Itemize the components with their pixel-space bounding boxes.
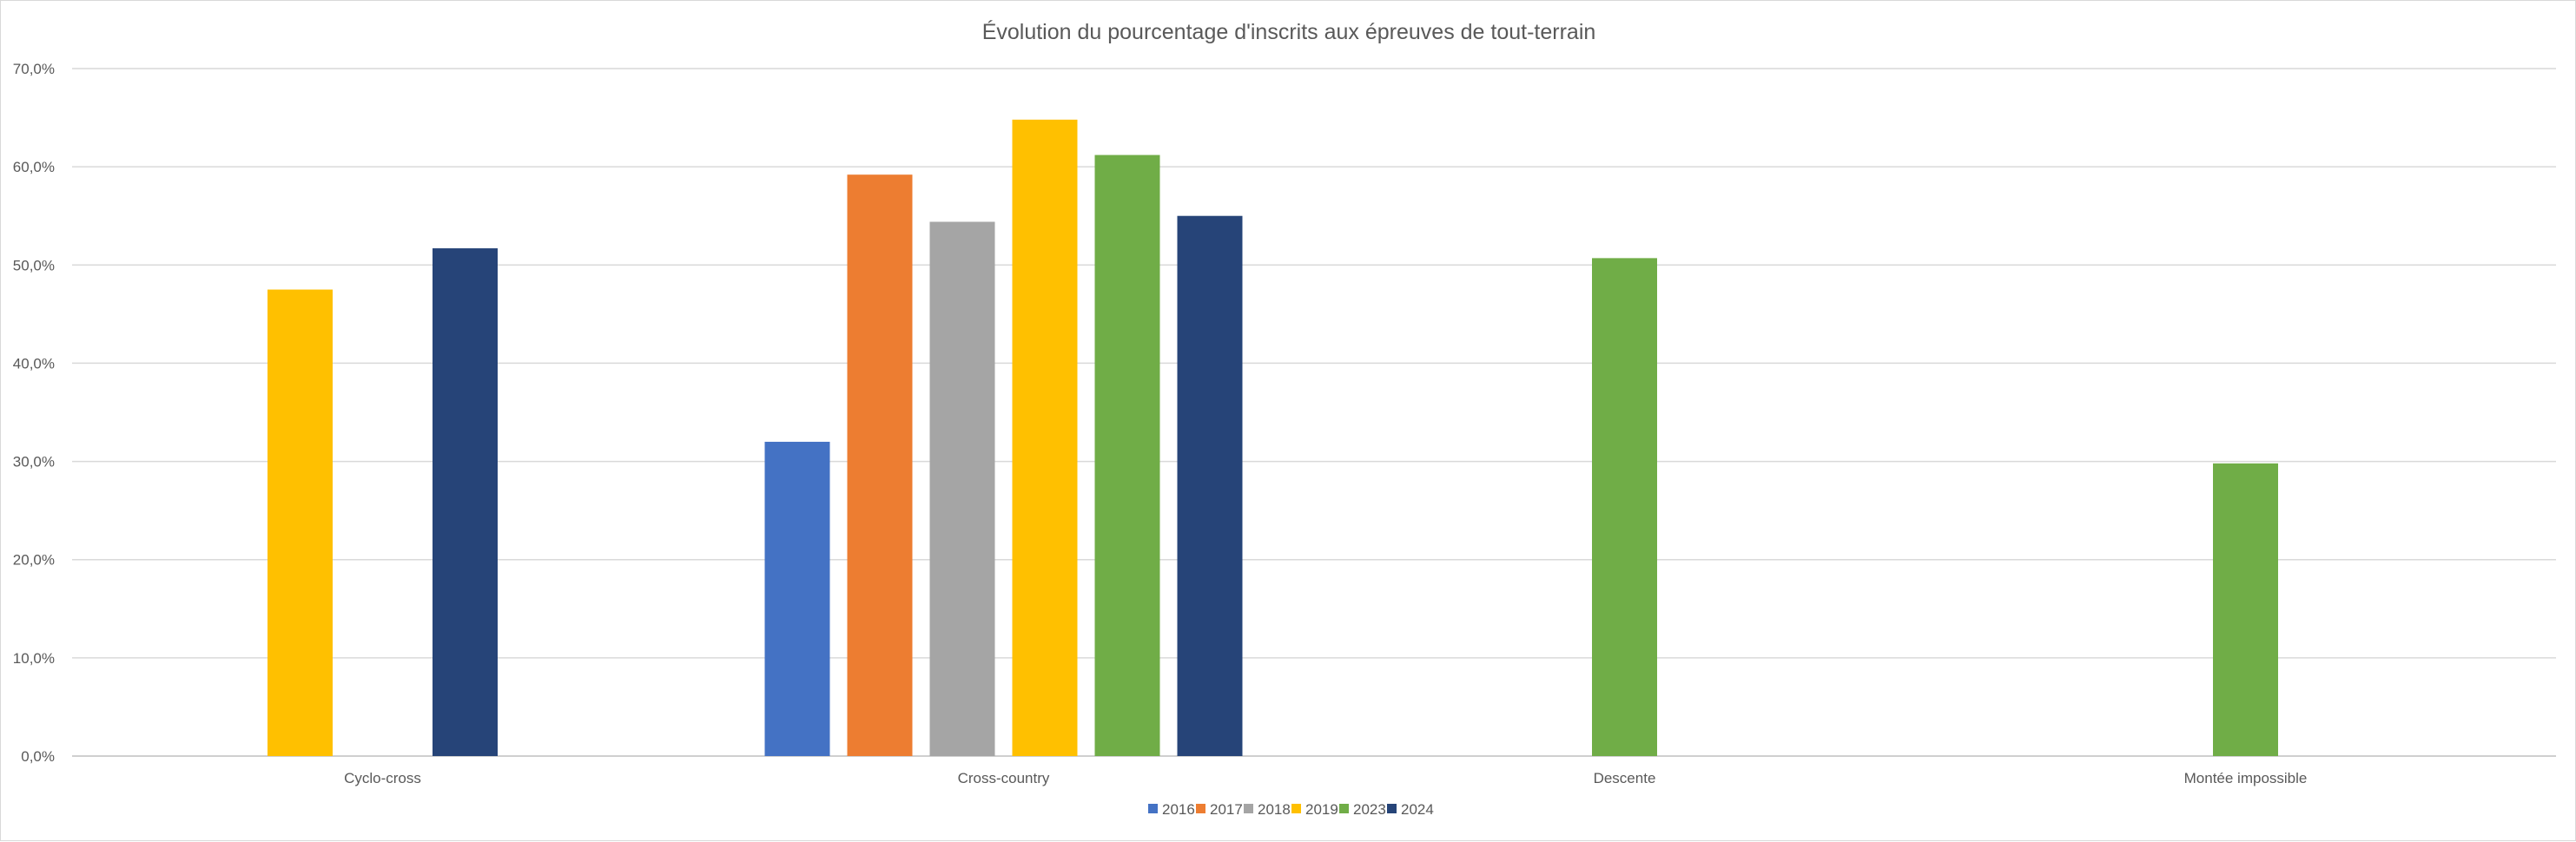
bar-2023-2	[1592, 258, 1657, 756]
legend-swatch-2019	[1291, 804, 1301, 813]
legend-label-2024: 2024	[1401, 801, 1434, 818]
x-tick-label: Montée impossible	[2184, 770, 2308, 786]
bars	[268, 119, 2278, 757]
y-tick-label: 30,0%	[13, 454, 55, 470]
legend-swatch-2023	[1339, 804, 1349, 813]
bar-2016-1	[764, 441, 830, 756]
bar-2018-1	[929, 221, 995, 756]
y-tick-label: 60,0%	[13, 159, 55, 175]
chart-title: Évolution du pourcentage d'inscrits aux …	[982, 19, 1596, 44]
legend-swatch-2016	[1148, 804, 1158, 813]
x-axis-tick-labels: Cyclo-cross Cross-country Descente Montée i…	[344, 770, 2307, 786]
legend-label-2018: 2018	[1258, 801, 1291, 818]
legend-label-2017: 2017	[1210, 801, 1243, 818]
y-tick-label: 50,0%	[13, 257, 55, 273]
legend-label-2023: 2023	[1353, 801, 1386, 818]
bar-2024-1	[1177, 215, 1243, 756]
legend-swatch-2017	[1196, 804, 1205, 813]
legend-label-2019: 2019	[1305, 801, 1338, 818]
x-tick-label: Descente	[1594, 770, 1656, 786]
bar-2019-0	[268, 289, 333, 757]
y-tick-label: 40,0%	[13, 355, 55, 372]
y-tick-label: 0,0%	[21, 748, 55, 765]
bar-2017-1	[847, 174, 913, 757]
y-tick-label: 70,0%	[13, 61, 55, 77]
bar-2023-3	[2213, 463, 2278, 756]
legend-swatch-2018	[1244, 804, 1253, 813]
legend-label-2016: 2016	[1162, 801, 1195, 818]
y-tick-label: 20,0%	[13, 552, 55, 569]
bar-2023-1	[1094, 155, 1160, 756]
y-axis-tick-labels: 0,0% 10,0% 20,0% 30,0% 40,0% 50,0% 60,0% 70,0%	[13, 61, 55, 765]
y-tick-label: 10,0%	[13, 650, 55, 667]
x-tick-label: Cross-country	[958, 770, 1050, 786]
bar-2019-1	[1012, 119, 1078, 756]
legend: 2016 2017 2018 2019 2023 2024	[1148, 801, 1434, 818]
x-tick-label: Cyclo-cross	[344, 770, 421, 786]
legend-swatch-2024	[1387, 804, 1397, 813]
bar-2024-0	[433, 248, 498, 757]
